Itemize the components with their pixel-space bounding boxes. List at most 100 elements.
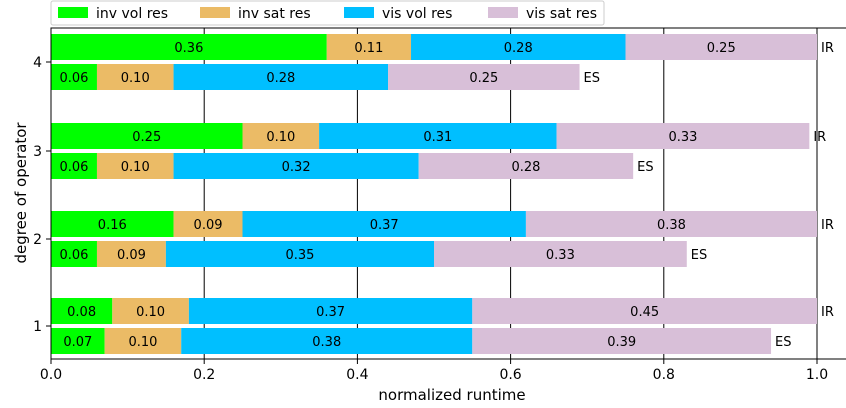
legend-swatch: [344, 7, 374, 18]
bar-tag: ES: [775, 335, 791, 350]
bar-segment: [51, 241, 97, 267]
bar-segment: [51, 64, 97, 90]
bar-segment: [472, 328, 772, 354]
bar-segment: [472, 298, 817, 324]
data-label: 0.33: [668, 130, 697, 145]
legend-label: vis vol res: [382, 6, 452, 22]
bar-tag: IR: [821, 218, 834, 233]
legend: inv vol res inv sat res vis vol res vis sat…: [50, 0, 605, 26]
legend-label: inv vol res: [96, 6, 168, 22]
x-tick-label: 0.6: [499, 367, 521, 383]
bar-segment: [388, 64, 580, 90]
y-tick-label: 1: [33, 319, 42, 335]
data-label: 0.10: [128, 335, 157, 350]
bar-segment: [173, 64, 389, 90]
legend-label: inv sat res: [238, 6, 311, 22]
bar-segment: [326, 34, 412, 60]
bar-segment: [173, 211, 243, 237]
y-axis: 1 2 3 4: [33, 55, 51, 335]
data-label: 0.37: [370, 218, 399, 233]
data-label: 0.25: [469, 71, 498, 86]
data-label: 0.25: [132, 130, 161, 145]
data-label: 0.09: [117, 248, 146, 263]
bar-tag: IR: [821, 41, 834, 56]
y-axis-label: degree of operator: [12, 122, 30, 264]
bar-segment: [96, 153, 174, 179]
x-tick-label: 0.4: [346, 367, 368, 383]
bar-segment: [51, 298, 113, 324]
data-label: 0.38: [657, 218, 686, 233]
data-label: 0.10: [266, 130, 295, 145]
bar-tag: IR: [821, 305, 834, 320]
data-label: 0.33: [546, 248, 575, 263]
bar-group-2-ir: 0.16 0.09 0.37 0.38 IR: [51, 211, 834, 237]
data-label: 0.11: [354, 41, 383, 56]
x-tick-label: 0.8: [653, 367, 675, 383]
bar-segment: [51, 211, 174, 237]
data-label: 0.10: [121, 160, 150, 175]
bar-segment: [556, 123, 810, 149]
legend-swatch: [488, 7, 518, 18]
bar-group-4-ir: 0.36 0.11 0.28 0.25 IR: [51, 34, 834, 60]
bar-group-1-es: 0.07 0.10 0.38 0.39 ES: [51, 328, 792, 354]
data-label: 0.28: [266, 71, 295, 86]
bar-segment: [51, 153, 97, 179]
bar-segment: [525, 211, 817, 237]
data-label: 0.06: [60, 248, 89, 263]
bar-tag: ES: [637, 160, 653, 175]
bar-group-2-es: 0.06 0.09 0.35 0.33 ES: [51, 241, 707, 267]
bar-segment: [625, 34, 817, 60]
bar-tag: ES: [691, 248, 707, 263]
data-label: 0.06: [60, 160, 89, 175]
bar-segment: [51, 123, 243, 149]
plot-frame: [50, 27, 846, 360]
data-label: 0.45: [630, 305, 659, 320]
bar-segment: [434, 241, 687, 267]
data-label: 0.07: [63, 335, 92, 350]
bar-segment: [242, 211, 526, 237]
bar-tag: ES: [584, 71, 600, 86]
x-axis: 0.0 0.2 0.4 0.6 0.8 1.0: [40, 359, 828, 383]
bar-segment: [104, 328, 182, 354]
legend-swatch: [200, 7, 230, 18]
data-label: 0.10: [136, 305, 165, 320]
legend-swatch: [58, 7, 88, 18]
data-label: 0.08: [67, 305, 96, 320]
data-label: 0.28: [504, 41, 533, 56]
data-label: 0.36: [174, 41, 203, 56]
legend-frame: [50, 0, 605, 26]
data-label: 0.09: [194, 218, 223, 233]
bar-segment: [418, 153, 634, 179]
bar-segment: [242, 123, 320, 149]
bar-segment: [96, 241, 166, 267]
bar-segment: [319, 123, 557, 149]
bar-segment: [51, 34, 327, 60]
bar-segment: [173, 153, 419, 179]
bar-segment: [51, 328, 105, 354]
data-label: 0.32: [282, 160, 311, 175]
bar-tag: IR: [813, 130, 826, 145]
data-label: 0.06: [60, 71, 89, 86]
bar-group-3-ir: 0.25 0.10 0.31 0.33 IR: [51, 123, 826, 149]
data-label: 0.10: [121, 71, 150, 86]
data-label: 0.38: [312, 335, 341, 350]
y-tick-label: 3: [33, 144, 42, 160]
bars: 0.08 0.10 0.37 0.45 IR 0.07 0.10 0.38 0.39 ES 0.16…: [51, 34, 834, 354]
data-label: 0.39: [607, 335, 636, 350]
data-label: 0.31: [423, 130, 452, 145]
x-tick-label: 0.2: [193, 367, 215, 383]
data-label: 0.35: [285, 248, 314, 263]
x-axis-label: normalized runtime: [378, 386, 525, 404]
y-tick-label: 2: [33, 232, 42, 248]
data-label: 0.16: [98, 218, 127, 233]
y-tick-label: 4: [33, 55, 42, 71]
data-label: 0.28: [511, 160, 540, 175]
bar-segment: [112, 298, 189, 324]
bar-group-1-ir: 0.08 0.10 0.37 0.45 IR: [51, 298, 834, 324]
bar-group-4-es: 0.06 0.10 0.28 0.25 ES: [51, 64, 600, 90]
bar-segment: [96, 64, 174, 90]
bar-segment: [181, 328, 473, 354]
legend-label: vis sat res: [526, 6, 597, 22]
bar-segment: [411, 34, 626, 60]
